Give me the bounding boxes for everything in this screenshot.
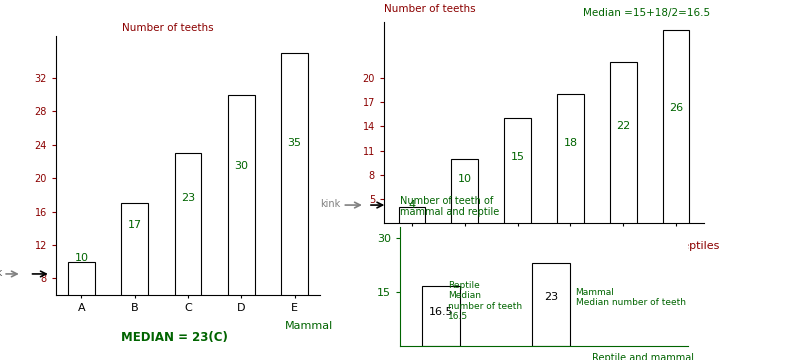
Text: kink: kink	[320, 199, 340, 209]
Text: Number of teeth of
mammal and reptile: Number of teeth of mammal and reptile	[400, 196, 499, 217]
Bar	[398, 207, 425, 239]
Bar	[504, 118, 530, 239]
Text: Number of teeths: Number of teeths	[384, 4, 476, 14]
Text: 17: 17	[128, 220, 142, 230]
Text: Reptile and mammal: Reptile and mammal	[592, 353, 694, 360]
Text: Number of teeths: Number of teeths	[122, 23, 214, 33]
Bar	[282, 53, 308, 345]
Text: 35: 35	[288, 138, 302, 148]
Text: kink: kink	[0, 268, 2, 278]
Bar	[422, 286, 460, 346]
Text: 15: 15	[510, 152, 525, 162]
Bar	[532, 263, 570, 346]
Text: 26: 26	[669, 103, 683, 113]
Text: 23: 23	[544, 292, 558, 302]
Bar	[122, 203, 148, 345]
Text: 16.5: 16.5	[429, 307, 454, 317]
Bar	[451, 159, 478, 239]
Text: Mammal
Median number of teeth: Mammal Median number of teeth	[575, 288, 686, 307]
Text: Reptiles: Reptiles	[676, 241, 720, 251]
Text: 10: 10	[458, 174, 472, 184]
Bar	[610, 62, 637, 239]
Text: MEDIAN = 23(C): MEDIAN = 23(C)	[122, 332, 228, 345]
Text: 18: 18	[563, 138, 578, 148]
Text: Reptile
Median
number of teeth
16.5: Reptile Median number of teeth 16.5	[448, 281, 522, 321]
Text: 4: 4	[408, 201, 415, 211]
Bar	[228, 95, 254, 345]
Bar	[68, 262, 94, 345]
Bar	[174, 153, 202, 345]
Text: 22: 22	[616, 121, 630, 131]
Text: Mammal: Mammal	[285, 321, 333, 331]
Text: Median =15+18/2=16.5: Median =15+18/2=16.5	[583, 8, 710, 18]
Text: 23: 23	[181, 193, 195, 203]
Bar	[558, 94, 584, 239]
Text: 30: 30	[234, 161, 248, 171]
Bar	[663, 30, 690, 239]
Text: 10: 10	[74, 253, 88, 262]
